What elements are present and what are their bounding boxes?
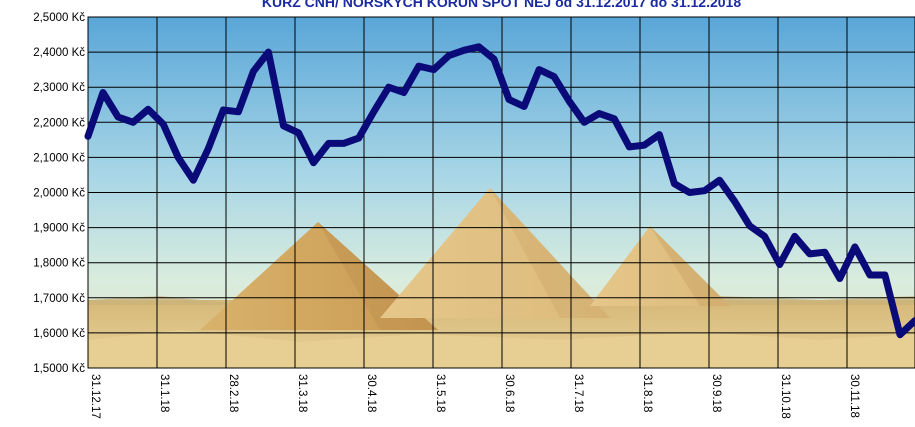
x-tick-label: 31.5.18 (434, 374, 446, 412)
y-tick-label: 1,9000 Kč (33, 223, 85, 235)
y-tick-label: 2,0000 Kč (33, 188, 85, 200)
y-tick-label: 1,5000 Kč (33, 363, 85, 375)
x-tick-label: 30.9.18 (710, 374, 722, 412)
y-tick-label: 2,1000 Kč (33, 152, 85, 164)
series-group (84, 43, 915, 339)
x-tick-label: 30.11.18 (848, 374, 860, 418)
x-tick-label: 28.2.18 (227, 374, 239, 412)
y-tick-label: 2,3000 Kč (33, 82, 85, 94)
y-tick-label: 2,2000 Kč (33, 117, 85, 129)
chart-title: KURZ ČNH/ NORSKÝCH KORUN SPOT NEJ od 31.… (261, 0, 742, 10)
series-line (84, 43, 915, 339)
y-tick-label: 1,8000 Kč (33, 258, 85, 270)
x-tick-label: 31.10.18 (779, 374, 791, 419)
x-tick-label: 31.12.17 (89, 374, 101, 419)
y-axis: 1,5000 Kč 1,6000 Kč 1,7000 Kč 1,8000 Kč 1,90… (33, 12, 85, 375)
y-tick-label: 2,4000 Kč (33, 47, 85, 59)
x-tick-label: 30.4.18 (365, 374, 377, 412)
x-tick-label: 31.8.18 (641, 374, 653, 412)
plot-frame (87, 16, 915, 369)
x-tick-label: 30.6.18 (503, 374, 515, 412)
x-tick-label: 31.7.18 (572, 374, 584, 412)
x-tick-label: 31.1.18 (158, 374, 170, 412)
y-tick-label: 1,7000 Kč (33, 293, 85, 305)
y-tick-label: 1,6000 Kč (33, 328, 85, 340)
y-tick-label: 2,5000 Kč (33, 12, 85, 24)
x-axis: 31.12.17 31.1.18 28.2.18 31.3.18 30.4.18 31.5… (89, 374, 860, 419)
x-tick-label: 31.3.18 (296, 374, 308, 412)
